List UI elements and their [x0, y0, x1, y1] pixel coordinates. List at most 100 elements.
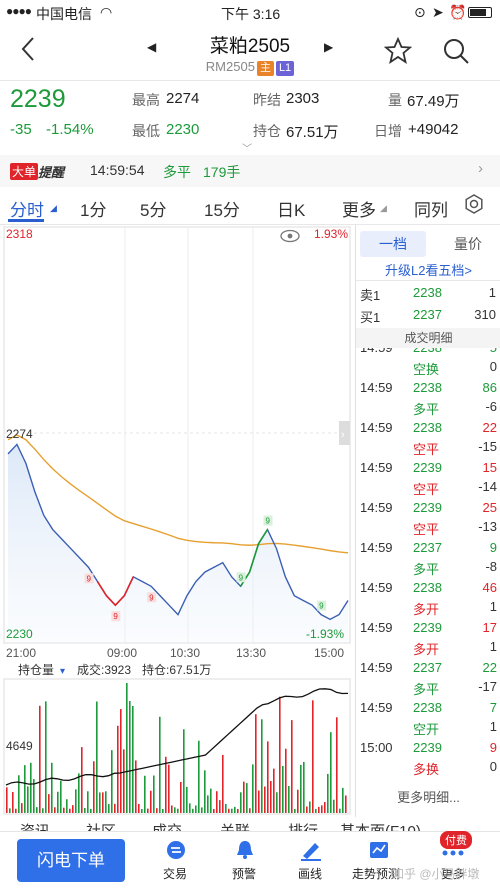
tick-oi-change: -14 — [478, 479, 497, 494]
tick-price: 2239 — [413, 740, 442, 755]
tab-level1[interactable]: 一档 — [360, 231, 426, 257]
volume-bar — [66, 799, 68, 813]
volume-bar — [150, 790, 152, 813]
tab-1min[interactable]: 1分 — [80, 201, 107, 220]
tick-oi-change: -13 — [478, 519, 497, 534]
status-time: 下午 3:16 — [221, 6, 281, 22]
tab-more-caret-icon[interactable]: ◢ — [380, 203, 387, 213]
tab-more[interactable]: 更多 — [342, 201, 376, 220]
contract-code: RM2505 — [205, 59, 255, 74]
low-value: 2230 — [166, 121, 200, 138]
tick-volume: 5 — [490, 348, 497, 355]
trade-tick-row: 14:59 2238 7 空开 1 — [356, 698, 500, 738]
volume-bar — [129, 700, 131, 813]
tab-same-list[interactable]: 同列 — [414, 201, 448, 220]
watermark: 知乎 @小马胖墩 — [392, 867, 480, 881]
open-interest-line — [5, 688, 349, 786]
alert-label[interactable]: 预警 — [232, 867, 257, 881]
volume-bar — [297, 789, 299, 813]
info-tab-peek[interactable]: 成交 — [152, 823, 183, 832]
tick-price: 2239 — [413, 460, 442, 475]
settings-button[interactable] — [463, 193, 485, 220]
trend-forecast-icon[interactable] — [366, 839, 394, 861]
next-contract-button[interactable]: ▶ — [324, 40, 334, 54]
side-collapse-handle[interactable] — [339, 421, 350, 445]
more-dots-icon[interactable] — [441, 844, 465, 858]
trade-marker — [236, 572, 246, 583]
more-detail-link[interactable]: 更多明细... — [397, 790, 460, 805]
volume-bars — [6, 683, 347, 813]
volume-bar — [54, 807, 56, 813]
volume-bar — [156, 808, 158, 813]
draw-line-label[interactable]: 画线 — [298, 867, 323, 881]
volume-bar — [153, 775, 155, 813]
tick-oi-change: 1 — [489, 599, 497, 614]
trade-label[interactable]: 交易 — [163, 867, 188, 881]
volume-label: 量 — [388, 92, 402, 108]
price-change-pct: -1.54% — [46, 121, 94, 138]
lock-rotation-icon: ⊙ — [414, 4, 426, 20]
info-tab-peek[interactable]: 社区 — [86, 823, 117, 832]
price-area-fill — [8, 444, 348, 643]
trade-marker-label: 9 — [113, 612, 118, 621]
trade-marker-label: 9 — [87, 574, 92, 583]
chart-area[interactable]: 9 9 9 9 9 9 2318 1.93% 2274 2230 -1.93% › 21:… — [0, 225, 354, 817]
trade-detail-title: 成交明细 — [356, 328, 500, 348]
chart-top-pct: 1.93% — [314, 227, 348, 241]
prev-contract-button[interactable]: ◀ — [147, 40, 157, 54]
flash-order-button[interactable]: 闪电下单 — [17, 839, 125, 882]
volume-bar — [111, 750, 113, 813]
alert-type: 多平 — [163, 164, 191, 180]
more-label[interactable]: 更多 — [441, 867, 466, 881]
info-tab-peek[interactable]: 基本面(F10) — [340, 823, 421, 832]
tab-price-volume[interactable]: 量价 — [454, 236, 482, 252]
volume-bar — [69, 808, 71, 813]
star-icon — [383, 36, 413, 64]
side-divider-1 — [356, 280, 500, 281]
trade-tick-row: 14:59 2238 46 多开 1 — [356, 578, 500, 618]
tab-intraday[interactable]: 分时 — [10, 201, 44, 220]
volume-bar — [291, 720, 293, 813]
time-axis-label: 10:30 — [170, 646, 200, 660]
trade-marker — [111, 611, 121, 622]
volume-bar — [249, 808, 251, 813]
tick-time: 14:59 — [360, 620, 393, 635]
volume-bar — [57, 791, 59, 813]
info-tab-peek[interactable]: 资讯 — [20, 823, 51, 832]
eye-toggle-icon[interactable] — [280, 229, 300, 243]
info-tab-peek[interactable]: 关联 — [220, 823, 251, 832]
carrier-label: 中国电信 — [36, 6, 92, 22]
volume-bar — [192, 808, 194, 813]
volume-bar — [48, 794, 50, 813]
trade-icon[interactable] — [163, 839, 191, 859]
volume-bar — [195, 805, 197, 813]
tab-5min[interactable]: 5分 — [140, 201, 167, 220]
trend-forecast-label[interactable]: 走势预测 — [352, 867, 401, 881]
back-button[interactable] — [18, 34, 46, 66]
volume-bar — [87, 791, 89, 813]
volume-bar — [81, 747, 83, 813]
trade-tick-row: 14:59 2239 17 多开 1 — [356, 618, 500, 658]
draw-line-icon[interactable] — [298, 839, 326, 861]
tab-daily-k[interactable]: 日K — [277, 201, 306, 220]
expand-chevron-icon[interactable]: ﹀ — [242, 144, 252, 155]
info-tab-peek[interactable]: 排行 — [288, 823, 319, 832]
volume-bar — [78, 773, 80, 813]
big-order-alert[interactable]: 大单 提醒 14:59:54 多平 179手 › — [0, 155, 500, 187]
upgrade-l2-link[interactable]: 升级L2看五档> — [384, 263, 473, 278]
tick-price: 2238 — [413, 348, 442, 355]
volume-bar — [300, 764, 302, 813]
tab-15min[interactable]: 15分 — [204, 201, 240, 220]
volume-selector[interactable]: 持仓量 — [18, 662, 54, 677]
volume-bar — [327, 773, 329, 813]
tab-intraday-caret-icon[interactable]: ◢ — [50, 203, 57, 213]
volume-bar — [210, 788, 212, 813]
volume-bar — [246, 783, 248, 813]
volume-bar — [180, 782, 182, 813]
search-button[interactable] — [442, 37, 470, 70]
favorite-button[interactable] — [383, 36, 413, 70]
alert-bell-icon[interactable] — [232, 839, 260, 861]
time-axis-label: 09:00 — [107, 646, 137, 660]
volume-selector-chevron-icon[interactable]: ▾ — [60, 666, 65, 677]
trade-detail-list[interactable]: 14:59 2238 5 空换 0 14:59 2238 86 多平 -6 14:59 2238 22 空… — [356, 348, 500, 783]
